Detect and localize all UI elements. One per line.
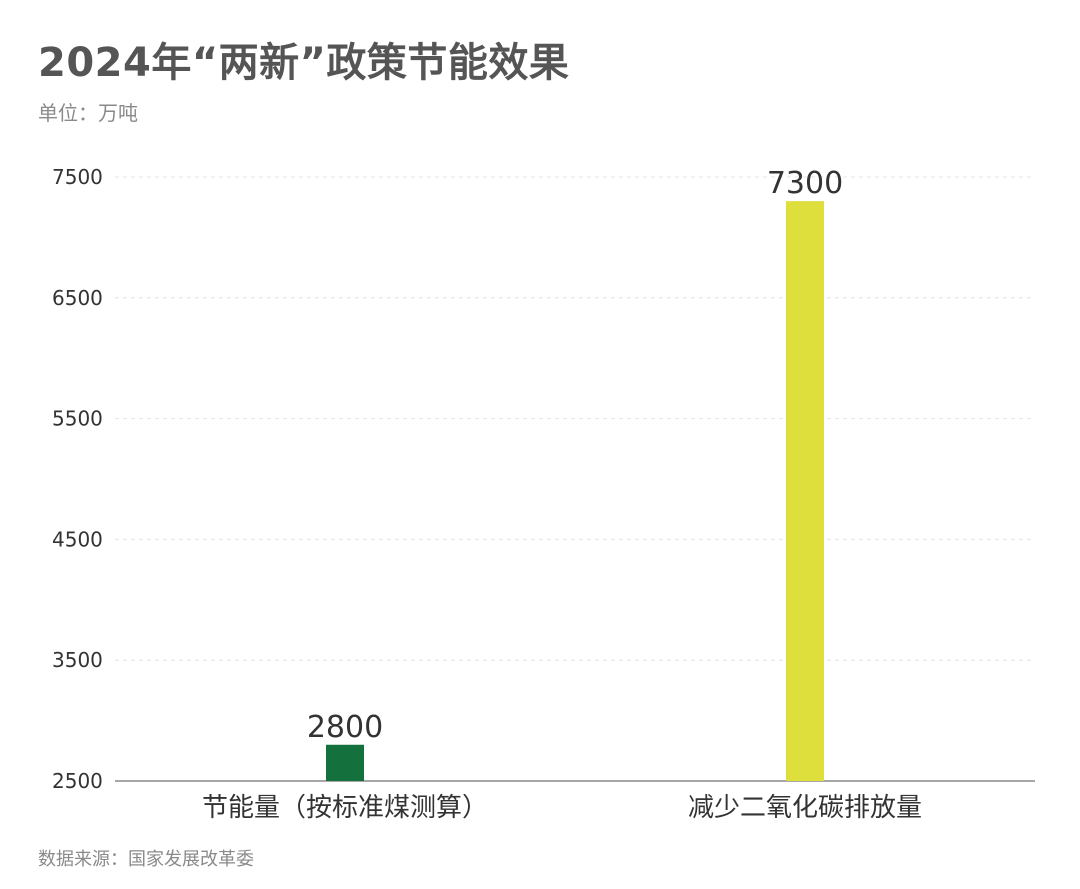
source-note: 数据来源：国家发展改革委 — [38, 849, 254, 870]
data-label: 2800 — [307, 710, 383, 745]
y-tick-label: 7500 — [52, 165, 103, 189]
chart-title: 2024年“两新”政策节能效果 — [38, 40, 570, 86]
data-label: 7300 — [767, 166, 843, 201]
y-tick-label: 6500 — [52, 286, 103, 310]
y-tick-label: 4500 — [52, 527, 103, 551]
bar — [326, 744, 364, 781]
bar — [786, 201, 824, 781]
category-label: 减少二氧化碳排放量 — [688, 793, 922, 823]
y-tick-label: 2500 — [52, 769, 103, 793]
unit-label: 单位：万吨 — [38, 101, 138, 125]
y-tick-label: 3500 — [52, 648, 103, 672]
y-tick-label: 5500 — [52, 407, 103, 431]
category-label: 节能量（按标准煤测算） — [202, 793, 488, 823]
